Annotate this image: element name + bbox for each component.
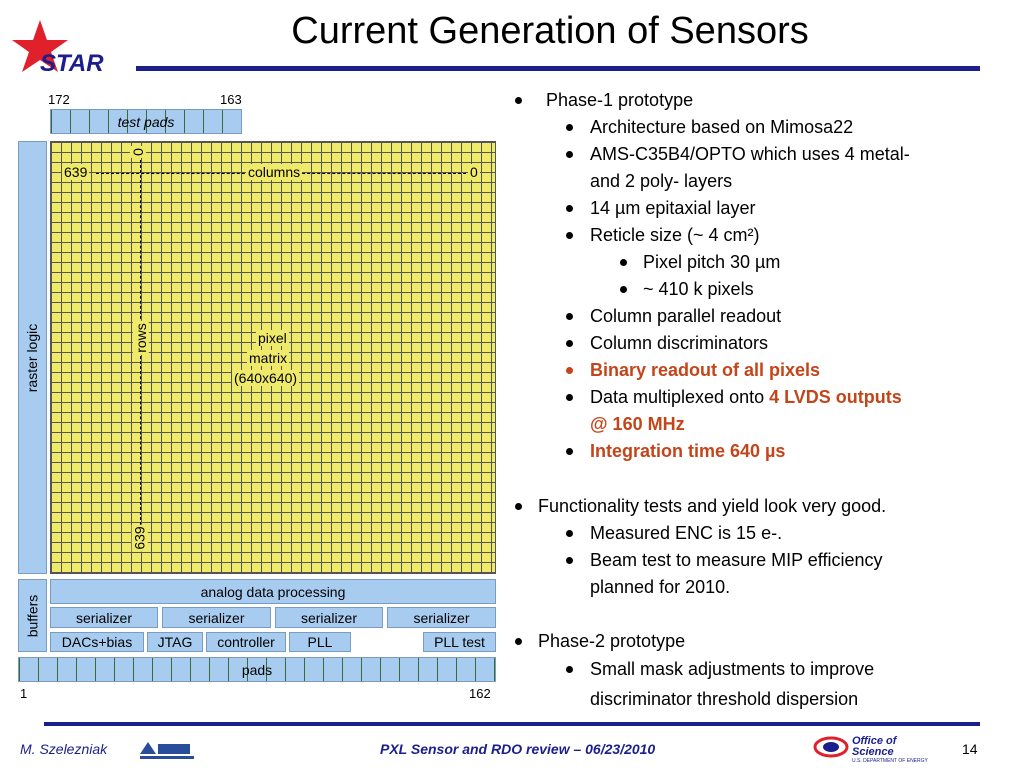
- footer-divider: [44, 722, 980, 726]
- columns-right-number: 0: [468, 164, 480, 180]
- pll-block: PLL: [289, 632, 351, 652]
- bullet-dot: [566, 124, 573, 131]
- bullet-dot: [566, 340, 573, 347]
- top-left-number: 172: [48, 92, 70, 107]
- bullet-dot: [566, 557, 573, 564]
- pixel-matrix-line2: matrix: [247, 350, 290, 366]
- office-logo-sub: U.S. DEPARTMENT OF ENERGY: [852, 758, 928, 764]
- bullet-dot: [566, 394, 573, 401]
- bullet-dot: [566, 205, 573, 212]
- bullet-pixel-pitch: Pixel pitch 30 µm: [643, 252, 781, 272]
- title-divider: [136, 66, 980, 71]
- star-logo-icon: [12, 20, 68, 72]
- bullet-multiplexed: Data multiplexed onto 4 LVDS outputs: [590, 386, 902, 408]
- serializer-block: serializer: [50, 607, 158, 628]
- bullet-dot: [566, 367, 573, 374]
- office-logo-line2: Science: [852, 746, 894, 758]
- bullet-dot: [620, 286, 627, 293]
- pads-label: pads: [241, 661, 273, 678]
- bottom-left-number: 1: [20, 686, 28, 701]
- bullet-reticle: Reticle size (~ 4 cm²): [590, 225, 760, 245]
- star-logo-text: STAR: [40, 50, 104, 77]
- serializer-block: serializer: [387, 607, 496, 628]
- bullet-phase1: Phase-1 prototype: [546, 90, 694, 110]
- jtag-block: JTAG: [147, 632, 203, 652]
- office-logo-line1: Office of: [852, 735, 897, 747]
- bullet-ams-line2: and 2 poly- layers: [590, 171, 733, 191]
- buffers-block: buffers: [18, 579, 47, 652]
- test-pads-label: test pads: [117, 113, 175, 130]
- bullet-beam-test-line1: Beam test to measure MIP efficiency: [590, 550, 883, 570]
- bullet-multiplexed-text: Data multiplexed onto: [590, 387, 770, 407]
- bullet-column-readout: Column parallel readout: [590, 306, 782, 326]
- rows-label: rows: [132, 321, 149, 355]
- bullet-architecture: Architecture based on Mimosa22: [590, 117, 854, 137]
- bullet-enc: Measured ENC is 15 e-.: [590, 523, 783, 543]
- raster-logic-block: raster logic: [18, 141, 47, 574]
- bullet-integration-time: Integration time 640 µs: [590, 441, 786, 461]
- pixel-matrix-line1: pixel: [256, 330, 289, 346]
- bullet-binary-readout: Binary readout of all pixels: [590, 360, 821, 380]
- bullet-column-discriminators: Column discriminators: [590, 333, 769, 353]
- test-pads-row: [50, 109, 242, 134]
- bullet-frequency: @ 160 MHz: [590, 414, 685, 434]
- bullet-lvds-outputs: 4 LVDS outputs: [769, 387, 902, 407]
- rows-bottom-number: 639: [131, 524, 148, 552]
- bullet-beam-test-line2: planned for 2010.: [590, 577, 731, 597]
- analog-processing-block: analog data processing: [50, 579, 496, 604]
- bullet-functionality: Functionality tests and yield look very …: [538, 496, 887, 516]
- bullet-mask-line1: Small mask adjustments to improve: [590, 659, 875, 679]
- columns-label: columns: [246, 164, 303, 180]
- rows-top-number: 0: [129, 146, 146, 158]
- bullet-ams-line1: AMS-C35B4/OPTO which uses 4 metal-: [590, 144, 910, 164]
- top-right-number: 163: [220, 92, 242, 107]
- bullet-dot: [620, 259, 627, 266]
- bottom-right-number: 162: [469, 686, 491, 701]
- page-number: 14: [962, 741, 978, 757]
- bullet-dot: [566, 232, 573, 239]
- dacs-bias-block: DACs+bias: [50, 632, 144, 652]
- bullet-dot: [566, 666, 573, 673]
- bullet-mask-line2: discriminator threshold dispersion: [590, 689, 859, 709]
- office-of-science-logo: Office of Science: [852, 736, 896, 758]
- bullet-dot: [515, 503, 522, 510]
- raster-logic-label: raster logic: [24, 323, 41, 392]
- bullet-epitaxial: 14 µm epitaxial layer: [590, 198, 756, 218]
- doe-swirl-icon: [813, 736, 849, 758]
- bullet-dot: [515, 97, 522, 104]
- serializer-block: serializer: [275, 607, 383, 628]
- buffers-label: buffers: [24, 594, 41, 637]
- bullet-pixels: ~ 410 k pixels: [643, 279, 754, 299]
- lab-logo-icon: [140, 742, 194, 759]
- slide-title: Current Generation of Sensors: [291, 10, 809, 52]
- pixel-matrix-line3: (640x640): [232, 370, 300, 386]
- footer-author: M. Szelezniak: [20, 741, 108, 757]
- bullet-dot: [515, 638, 522, 645]
- bullet-phase2: Phase-2 prototype: [538, 631, 686, 651]
- footer-title: PXL Sensor and RDO review – 06/23/2010: [380, 741, 656, 757]
- controller-block: controller: [206, 632, 286, 652]
- bullet-dot: [566, 448, 573, 455]
- pll-test-block: PLL test: [423, 632, 496, 652]
- bullet-dot: [566, 530, 573, 537]
- pads-row: [18, 657, 496, 682]
- columns-left-number: 639: [62, 164, 90, 180]
- bullet-dot: [566, 313, 573, 320]
- bullet-dot: [566, 151, 573, 158]
- serializer-block: serializer: [162, 607, 271, 628]
